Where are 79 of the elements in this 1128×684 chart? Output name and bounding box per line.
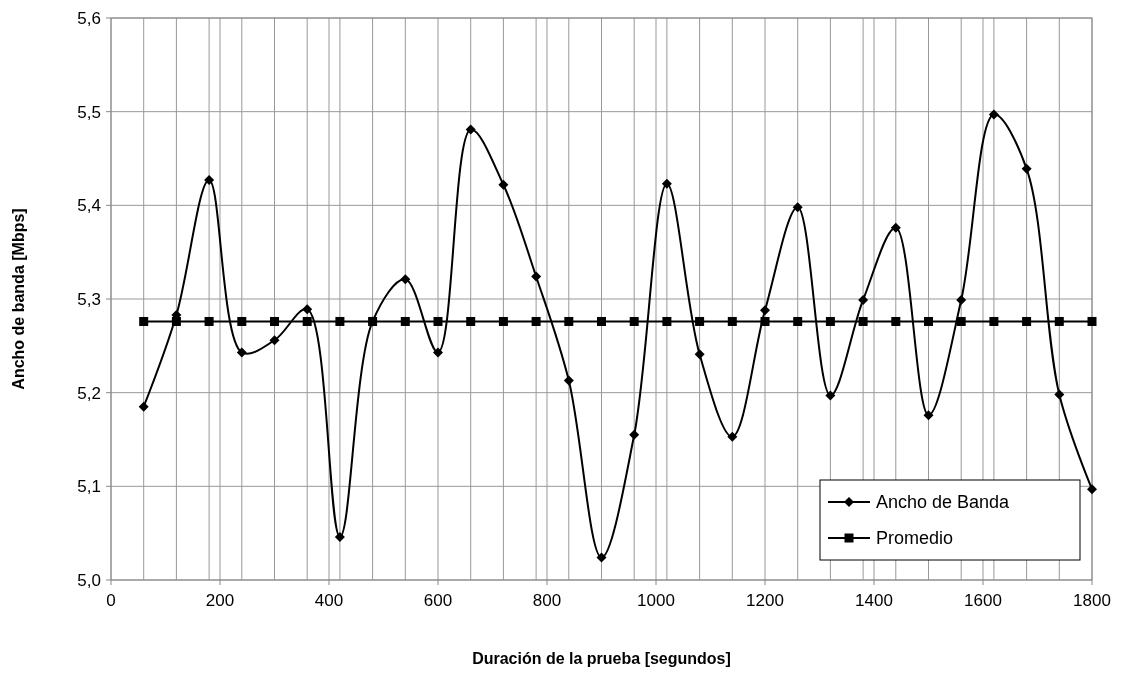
point [368, 316, 378, 326]
point [956, 294, 967, 305]
point [563, 375, 574, 386]
point [171, 316, 181, 326]
point [335, 316, 345, 326]
point [760, 305, 770, 316]
point [564, 316, 574, 326]
point [662, 316, 672, 326]
point [858, 294, 869, 305]
point [466, 316, 476, 326]
point [498, 316, 508, 326]
x-tick-label: 800 [532, 591, 562, 610]
x-tick-label: 200 [205, 591, 235, 610]
point [1054, 389, 1065, 400]
y-tick-label: 5,0 [77, 571, 101, 590]
point [204, 175, 215, 186]
point [237, 316, 247, 326]
point [400, 274, 411, 285]
x-tick-label: 600 [423, 591, 453, 610]
x-axis-title: Duración de la prueba [segundos] [472, 650, 731, 667]
point [923, 410, 934, 421]
x-tick-label: 1600 [964, 591, 1002, 610]
point [661, 178, 672, 189]
point [433, 347, 443, 358]
point [956, 316, 966, 326]
point [334, 531, 345, 542]
point [597, 316, 606, 326]
point [270, 316, 279, 326]
point [531, 271, 542, 282]
point [269, 335, 280, 346]
point [302, 316, 312, 326]
point [989, 316, 999, 326]
legend-label: Promedio [876, 528, 954, 548]
point [138, 401, 149, 412]
point [890, 222, 901, 233]
point [629, 429, 640, 440]
point [727, 316, 737, 326]
point [498, 179, 509, 190]
point [139, 316, 149, 326]
point [727, 431, 738, 442]
point [1022, 316, 1032, 326]
point [760, 316, 770, 326]
point [400, 316, 410, 326]
x-tick-label: 1400 [855, 591, 893, 610]
point [988, 109, 999, 120]
y-tick-label: 5,2 [77, 383, 101, 403]
y-tick-label: 5,4 [77, 196, 101, 216]
y-tick-label: 5,3 [77, 290, 101, 309]
point [792, 202, 803, 213]
y-tick-label: 5,6 [77, 9, 101, 28]
x-tick-label: 1200 [746, 591, 784, 610]
legend-label: Ancho de Banda [876, 492, 1011, 512]
point [302, 304, 313, 315]
x-tick-label: 1000 [637, 591, 675, 610]
point [825, 316, 835, 326]
point [695, 316, 705, 326]
point [793, 316, 803, 326]
point [629, 316, 639, 326]
y-tick-label: 5,1 [77, 477, 101, 497]
point [891, 316, 901, 326]
x-tick-label: 400 [314, 591, 344, 610]
point [596, 552, 607, 563]
point [825, 390, 836, 401]
point [465, 124, 476, 135]
point [204, 316, 214, 326]
y-axis-title: Ancho de banda [Mbps] [10, 208, 27, 390]
x-tick-label: 0 [106, 591, 116, 610]
point [531, 316, 541, 326]
point [924, 316, 933, 326]
x-tick-label: 1800 [1073, 591, 1111, 610]
point [694, 349, 705, 360]
point [1087, 484, 1097, 495]
point [433, 316, 443, 326]
point [236, 347, 247, 358]
y-tick-label: 5,5 [77, 102, 101, 122]
point [1021, 163, 1032, 174]
point [858, 316, 868, 326]
point [1087, 316, 1097, 326]
point [1054, 316, 1064, 326]
